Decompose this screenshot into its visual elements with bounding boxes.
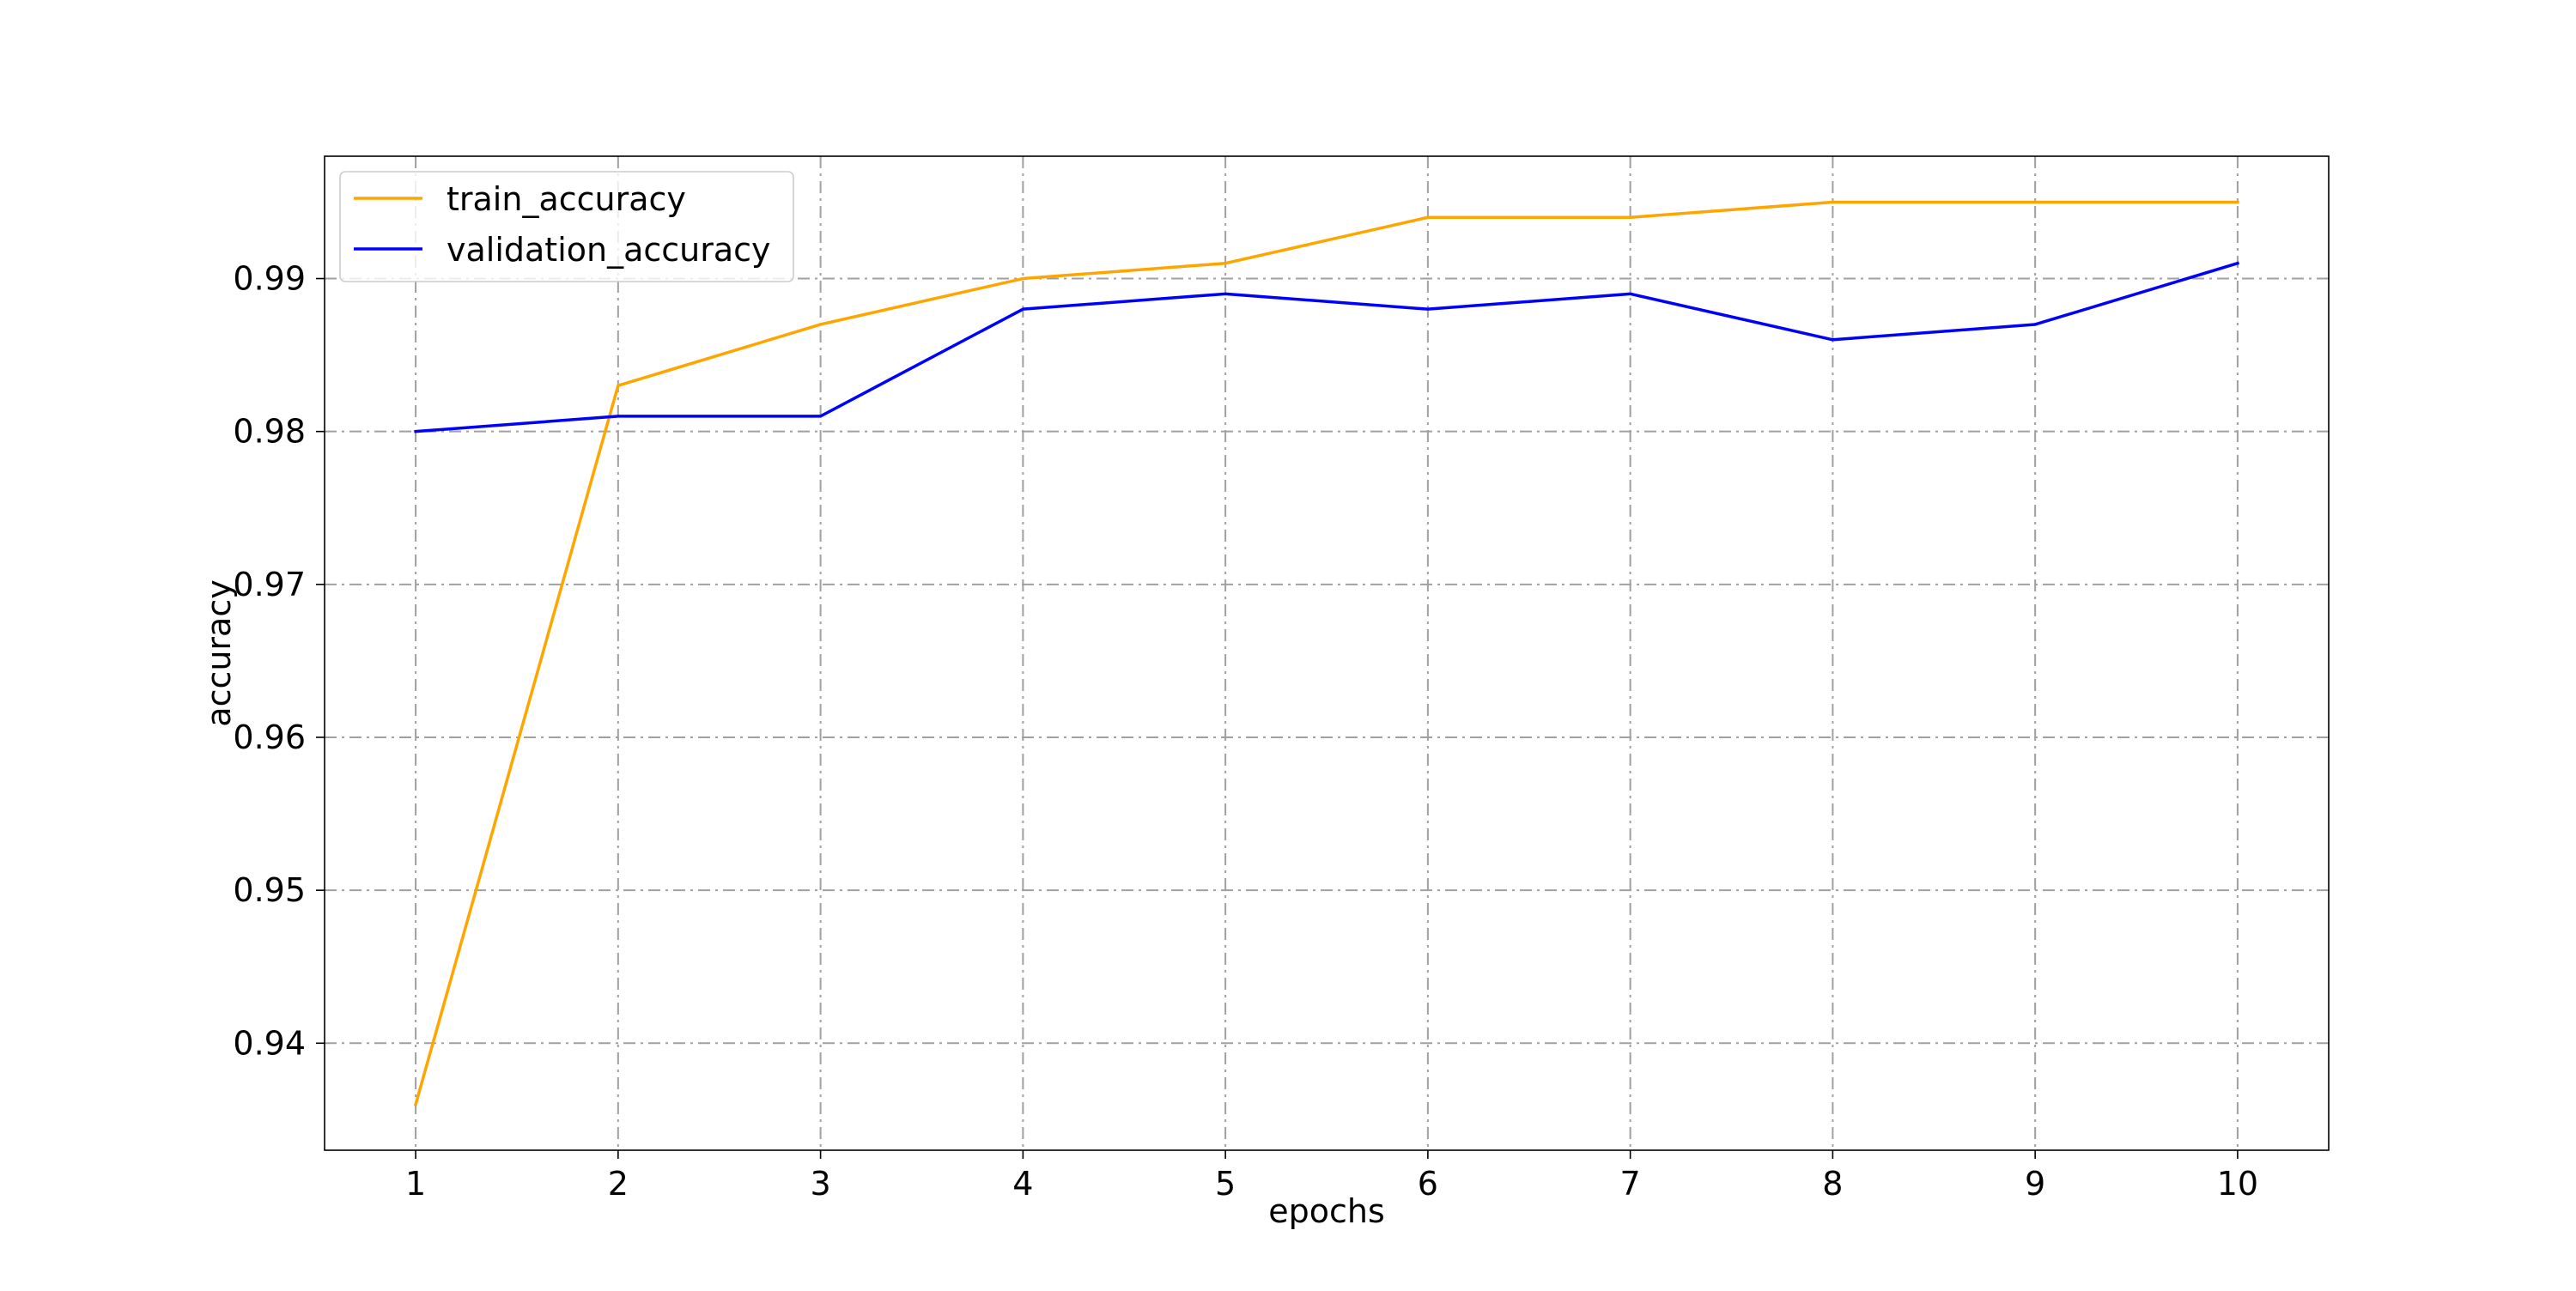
legend-box [339, 171, 794, 282]
y-tick-label: 0.96 [233, 718, 306, 756]
plot-frame [324, 155, 2330, 1151]
x-tick-label: 4 [1012, 1165, 1033, 1203]
grid-layer [325, 156, 2329, 1150]
x-tick-label: 1 [405, 1165, 426, 1203]
y-tick-label: 0.97 [233, 566, 306, 603]
y-tick-label: 0.98 [233, 413, 306, 451]
x-axis-label: epochs [1268, 1192, 1385, 1230]
x-tick-label: 5 [1215, 1165, 1236, 1203]
y-axis-ticks: 0.94 0.95 0.96 0.97 0.98 0.99 [233, 260, 325, 1062]
x-tick-label: 6 [1418, 1165, 1438, 1203]
y-tick-label: 0.95 [233, 871, 306, 909]
series-line-train-accuracy [413, 200, 2239, 1106]
y-axis-label: accuracy [200, 579, 238, 726]
legend: train_accuracy validation_accuracy [339, 171, 794, 282]
series-layer [413, 200, 2240, 1106]
x-axis-ticks: 1 2 3 4 5 6 7 8 9 10 [405, 1150, 2258, 1203]
legend-label-validation: validation_accuracy [447, 231, 771, 269]
y-tick-label: 0.99 [233, 260, 306, 298]
x-tick-label: 9 [2025, 1165, 2045, 1203]
x-tick-label: 7 [1620, 1165, 1641, 1203]
x-tick-label: 8 [1822, 1165, 1843, 1203]
x-tick-label: 3 [811, 1165, 831, 1203]
legend-label-train: train_accuracy [447, 180, 686, 218]
x-tick-label: 2 [608, 1165, 629, 1203]
x-tick-label: 10 [2217, 1165, 2258, 1203]
y-tick-label: 0.94 [233, 1024, 306, 1062]
series-line-validation-accuracy [414, 261, 2240, 433]
